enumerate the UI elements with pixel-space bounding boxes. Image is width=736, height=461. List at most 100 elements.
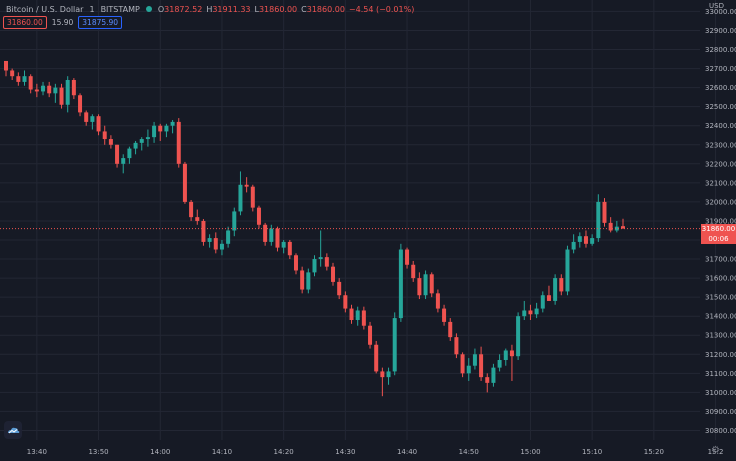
price-tick-label: 31000.00 xyxy=(705,389,736,397)
ohlc-item: C31860.00 xyxy=(301,5,345,14)
settings-gear-icon[interactable]: ⚙ xyxy=(711,445,720,456)
price-tick-label: 32900.00 xyxy=(705,27,736,35)
candle-body xyxy=(355,310,360,320)
candle-body xyxy=(10,70,15,77)
sell-button[interactable]: 31860.00 xyxy=(3,16,47,29)
ohlc-item: H31911.33 xyxy=(206,5,250,14)
countdown-value: 00:06 xyxy=(708,234,729,243)
ohlc-value: 31860.00 xyxy=(306,4,345,14)
price-tick-label: 31900.00 xyxy=(705,217,736,225)
candle-body xyxy=(491,367,496,383)
candle-body xyxy=(226,230,231,244)
time-axis[interactable]: 13:40 13:50 14:00 14:10 14:20 14:30 14:40 14:50… xyxy=(27,448,724,456)
candle-body xyxy=(571,241,576,250)
currency-label[interactable]: USD xyxy=(709,2,724,10)
candle-body xyxy=(312,259,317,273)
candle-body xyxy=(318,257,323,260)
candle-body xyxy=(472,354,477,366)
buy-button[interactable]: 31875.90 xyxy=(78,16,123,29)
candle-body xyxy=(201,220,206,242)
candle-body xyxy=(269,228,274,242)
price-tick-label: 32600.00 xyxy=(705,84,736,92)
candle-body xyxy=(621,226,625,229)
candle-body xyxy=(411,264,416,279)
last-price-tag: 31860.00 00:06 xyxy=(701,223,736,244)
candle-body xyxy=(59,87,64,105)
tradingview-logo[interactable] xyxy=(4,421,22,439)
candle-body xyxy=(102,131,107,140)
candle-body xyxy=(84,112,89,122)
candle-body xyxy=(275,228,280,248)
ohlc-value: 31860.00 xyxy=(258,4,298,14)
time-tick-label: 15:10 xyxy=(582,448,602,456)
ohlc-key: C xyxy=(301,4,307,14)
candle-body xyxy=(213,238,218,250)
chart-header: Bitcoin / U.S. Dollar 1 BITSTAMP O31872.… xyxy=(6,2,414,16)
candle-body xyxy=(115,144,120,164)
ohlc-value: 31911.33 xyxy=(212,4,251,14)
candle-body xyxy=(28,76,33,90)
candle-body xyxy=(78,95,83,113)
candle-body xyxy=(423,274,428,296)
time-tick-label: 15:00 xyxy=(520,448,540,456)
candle-body xyxy=(442,308,447,322)
candle-body xyxy=(158,125,163,132)
candle-body xyxy=(145,137,150,140)
candle-body xyxy=(244,184,249,187)
candle-body xyxy=(281,241,286,248)
candle-body xyxy=(331,266,336,282)
time-tick-label: 14:40 xyxy=(397,448,417,456)
candle-body xyxy=(509,350,514,357)
candle-body xyxy=(127,148,132,159)
candle-body xyxy=(349,308,354,320)
candle-body xyxy=(583,236,588,244)
candle-body xyxy=(65,80,70,105)
candle-body xyxy=(256,207,261,225)
candle-body xyxy=(553,278,558,301)
order-boxes: 31860.00 15.90 31875.90 xyxy=(3,16,123,29)
time-tick-label: 14:10 xyxy=(212,448,232,456)
candle-body xyxy=(238,184,243,212)
price-tick-label: 31700.00 xyxy=(705,256,736,264)
candle-body xyxy=(392,318,397,372)
price-tick-label: 33000.00 xyxy=(705,8,736,16)
candle-body xyxy=(176,121,181,164)
ohlc-item: O31872.52 xyxy=(158,5,202,14)
symbol-title[interactable]: Bitcoin / U.S. Dollar xyxy=(6,4,84,14)
candle-body xyxy=(577,236,582,242)
candle-body xyxy=(534,308,539,315)
candle-body xyxy=(386,371,391,378)
price-tick-label: 32700.00 xyxy=(705,65,736,73)
candle-body xyxy=(287,241,292,256)
candle-body xyxy=(361,310,366,326)
price-tick-label: 32400.00 xyxy=(705,122,736,130)
candle-body xyxy=(164,125,169,132)
candle-body xyxy=(485,377,490,383)
candle-body xyxy=(374,344,379,372)
candle-body xyxy=(522,310,527,317)
candle-body xyxy=(429,274,434,294)
time-tick-label: 14:50 xyxy=(459,448,479,456)
interval-label[interactable]: 1 xyxy=(89,4,95,14)
candle-body xyxy=(219,243,224,250)
candle-body xyxy=(34,89,39,92)
candle-body xyxy=(528,310,533,315)
candle-body xyxy=(306,272,311,290)
price-tick-label: 31100.00 xyxy=(705,370,736,378)
price-tick-label: 32800.00 xyxy=(705,46,736,54)
candle-body xyxy=(417,278,422,296)
ohlc-key: L xyxy=(254,4,259,14)
candle-body xyxy=(497,360,502,368)
market-status-icon xyxy=(145,6,152,12)
candle-body xyxy=(121,158,126,164)
price-axis[interactable]: 30800.00 30900.00 31000.00 31100.00 31200.00… xyxy=(705,8,736,435)
candle-body xyxy=(324,257,329,267)
last-price-value: 31860.00 xyxy=(701,224,736,233)
candle-body xyxy=(53,87,58,94)
time-tick-label: 13:50 xyxy=(88,448,108,456)
price-tick-label: 31400.00 xyxy=(705,313,736,321)
ohlc-item: −4.54 (−0.01%) xyxy=(349,5,414,14)
candle-body xyxy=(250,186,255,208)
